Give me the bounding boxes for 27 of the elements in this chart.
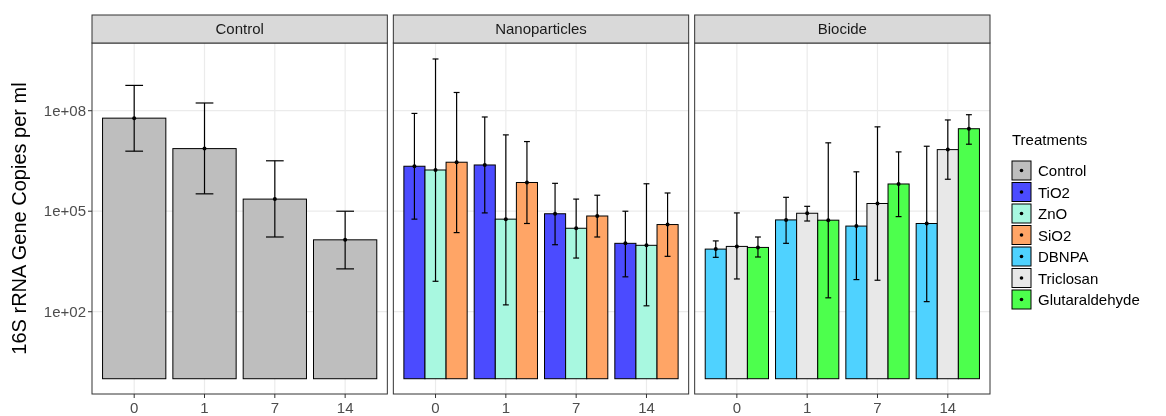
x-tick-label: 1 bbox=[200, 399, 209, 416]
x-tick-label: 7 bbox=[873, 399, 882, 416]
x-tick-label: 0 bbox=[431, 399, 440, 416]
x-tick-label: 0 bbox=[130, 399, 139, 416]
legend-label: TiO2 bbox=[1038, 183, 1070, 201]
legend-title: Treatments bbox=[1012, 131, 1088, 148]
chart-title: Nanoparticles bbox=[495, 20, 587, 37]
y-tick-label: 1e+08 bbox=[43, 101, 86, 119]
x-tick-label: 14 bbox=[939, 399, 957, 416]
y-tick-label: 1e+02 bbox=[43, 302, 86, 320]
x-tick-label: 1 bbox=[501, 399, 511, 416]
legend-label: SiO2 bbox=[1038, 226, 1072, 244]
legend-label: Triclosan bbox=[1038, 269, 1099, 287]
y-axis-title: 16S rRNA Gene Copies per ml bbox=[8, 82, 30, 355]
y-tick-label: 1e+05 bbox=[43, 202, 86, 220]
legend-label: Glutaraldehyde bbox=[1038, 291, 1140, 308]
chart-title: Biocide bbox=[817, 20, 867, 37]
x-tick-label: 7 bbox=[571, 399, 581, 416]
x-tick-label: 7 bbox=[270, 399, 279, 416]
legend-label: Control bbox=[1038, 162, 1087, 179]
legend-label: ZnO bbox=[1038, 205, 1068, 222]
x-tick-label: 14 bbox=[638, 399, 655, 416]
x-tick-label: 0 bbox=[732, 399, 742, 416]
legend-label: DBNPA bbox=[1038, 248, 1089, 265]
chart-title: Control bbox=[215, 20, 264, 37]
x-tick-label: 1 bbox=[803, 399, 812, 416]
x-tick-label: 14 bbox=[336, 399, 354, 416]
